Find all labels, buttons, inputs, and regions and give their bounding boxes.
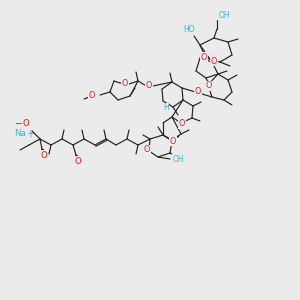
Text: O: O (41, 151, 47, 160)
Text: Na: Na (14, 130, 26, 139)
Text: O: O (144, 146, 150, 154)
Text: OH: OH (172, 154, 184, 164)
Text: O: O (146, 80, 152, 89)
Text: +: + (26, 129, 34, 139)
Text: O: O (201, 52, 207, 62)
Text: −: − (15, 119, 23, 129)
Text: H: H (163, 103, 169, 112)
Text: O: O (75, 157, 81, 166)
Text: O: O (89, 92, 95, 100)
Text: O: O (195, 88, 201, 97)
Text: O: O (211, 56, 217, 65)
Text: O: O (23, 119, 29, 128)
Text: OH: OH (218, 11, 230, 20)
Text: HO: HO (183, 25, 195, 34)
Text: O: O (170, 136, 176, 146)
Text: O: O (122, 79, 128, 88)
Text: O: O (179, 119, 185, 128)
Text: O: O (206, 82, 212, 91)
